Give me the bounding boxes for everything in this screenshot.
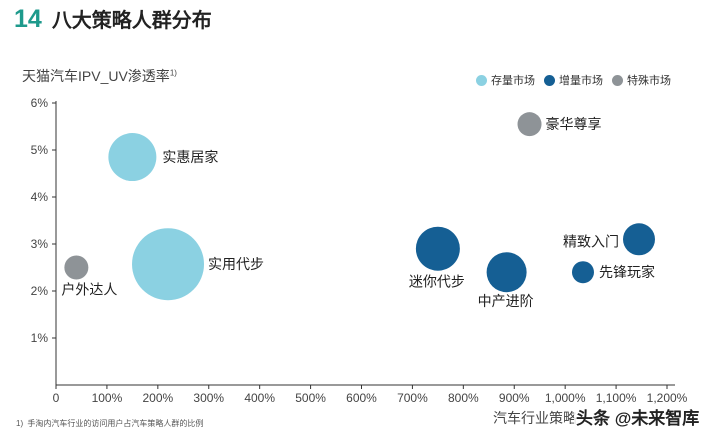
x-tick-label: 900% xyxy=(499,391,530,405)
bubble-label: 实用代步 xyxy=(208,256,264,272)
bubble-label: 豪华尊享 xyxy=(546,116,602,132)
y-tick-label: 3% xyxy=(31,237,49,251)
y-tick-label: 6% xyxy=(31,96,49,110)
footnote: 1) 手淘内汽车行业的访问用户占汽车策略人群的比例 xyxy=(16,418,203,429)
x-tick-label: 1,200% xyxy=(647,391,688,405)
bubble-label: 先锋玩家 xyxy=(599,264,655,280)
legend-label-growth: 增量市场 xyxy=(559,75,603,87)
bubble-point xyxy=(571,261,594,284)
bubble-label: 中产进阶 xyxy=(478,293,534,309)
x-tick-label: 500% xyxy=(295,391,326,405)
y-axis-title-note: 1) xyxy=(169,68,177,78)
bubble-point xyxy=(415,226,460,271)
legend-swatch-special xyxy=(612,74,623,86)
x-tick-label: 0 xyxy=(53,391,60,405)
y-tick-label: 2% xyxy=(31,284,49,298)
legend-item-growth: 增量市场 xyxy=(544,72,603,88)
x-tick-label: 400% xyxy=(244,391,275,405)
legend: 存量市场 增量市场 特殊市场 xyxy=(476,72,680,88)
legend-swatch-stock xyxy=(476,74,487,86)
bubble-label: 户外达人 xyxy=(61,282,117,298)
legend-swatch-growth xyxy=(544,74,555,86)
footnote-text: 手淘内汽车行业的访问用户占汽车策略人群的比例 xyxy=(27,419,204,428)
y-tick-label: 4% xyxy=(31,190,49,204)
bubble-point xyxy=(64,255,89,280)
bubble-point xyxy=(108,133,157,182)
bubble-point xyxy=(517,112,542,137)
x-axis-title: 汽车行业策略 xyxy=(493,410,577,426)
bubble-label: 迷你代步 xyxy=(409,274,465,290)
x-tick-label: 100% xyxy=(92,391,123,405)
legend-item-stock: 存量市场 xyxy=(476,72,535,88)
bubble-label: 精致入门 xyxy=(563,233,619,249)
x-tick-label: 700% xyxy=(397,391,428,405)
bubble-point xyxy=(622,223,655,256)
watermark: 头条 @未来智库 xyxy=(574,404,702,429)
legend-label-special: 特殊市场 xyxy=(627,75,671,87)
x-tick-label: 200% xyxy=(142,391,173,405)
y-axis-title: 天猫汽车IPV_UV渗透率1) xyxy=(22,66,177,86)
bubble-label: 实惠居家 xyxy=(162,149,218,165)
x-tick-label: 1,000% xyxy=(545,391,586,405)
y-tick-label: 5% xyxy=(31,143,49,157)
legend-item-special: 特殊市场 xyxy=(612,72,671,88)
x-tick-label: 800% xyxy=(448,391,479,405)
page-title: 八大策略人群分布 xyxy=(51,10,212,32)
bubble-point xyxy=(132,228,205,301)
x-tick-label: 300% xyxy=(193,391,224,405)
page-number: 14 xyxy=(14,5,42,33)
y-axis-title-text: 天猫汽车IPV_UV渗透率 xyxy=(22,68,170,84)
legend-label-stock: 存量市场 xyxy=(491,75,535,87)
footnote-mark: 1) xyxy=(16,419,24,428)
x-tick-label: 1,100% xyxy=(596,391,637,405)
y-tick-label: 1% xyxy=(31,331,49,345)
chart-header: 14 八大策略人群分布 xyxy=(14,4,212,34)
bubble-point xyxy=(486,252,527,293)
x-tick-label: 600% xyxy=(346,391,377,405)
